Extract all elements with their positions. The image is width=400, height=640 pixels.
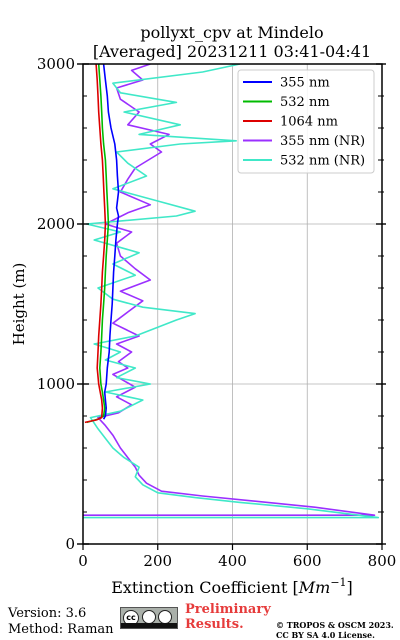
sa-icon — [158, 610, 172, 624]
by-icon — [142, 610, 156, 624]
series-line-532-nm-nr- — [83, 64, 380, 519]
version-text: Version: 3.6 — [8, 606, 87, 621]
legend-label: 532 nm (NR) — [280, 154, 365, 169]
y-tick-label: 3000 — [37, 55, 75, 73]
series-lines — [83, 64, 380, 519]
x-tick-label: 600 — [293, 552, 322, 570]
series-line-355-nm — [102, 64, 120, 420]
y-tick-label: 1000 — [37, 375, 75, 393]
series-line-355-nm-nr- — [83, 64, 376, 517]
legend-box — [237, 69, 375, 174]
method-text: Method: Raman — [8, 622, 114, 637]
x-tick-label: 200 — [143, 552, 172, 570]
chart-subtitle: [Averaged] 20231211 03:41-04:41 — [93, 42, 371, 61]
legend-label: 1064 nm — [280, 115, 338, 130]
x-axis-label: Extinction Coefficient [Mm−1] — [111, 576, 353, 597]
copyright-text: © TROPOS & OSCM 2023. — [276, 620, 394, 630]
license-text: CC BY SA 4.0 License. — [276, 630, 375, 640]
preliminary-label: Preliminary — [185, 602, 271, 617]
cc-license-badge: cc — [120, 607, 178, 629]
chart-title: pollyxt_cpv at Mindelo — [140, 23, 323, 42]
y-tick-label: 0 — [65, 535, 75, 553]
legend-label: 355 nm — [280, 76, 330, 91]
x-tick-label: 0 — [78, 552, 88, 570]
legend-label: 532 nm — [280, 95, 330, 110]
preliminary-label-2: Results. — [185, 617, 244, 632]
axis-ticks: 0 200 400 600 800 0 1000 2000 3000 — [37, 55, 397, 570]
x-tick-label: 800 — [368, 552, 397, 570]
series-line-1064-nm — [84, 64, 107, 424]
legend: 355 nm 532 nm 1064 nm 355 nm (NR) 532 nm (NR… — [237, 69, 375, 174]
series-line-532-nm — [86, 64, 110, 424]
legend-label: 355 nm (NR) — [280, 134, 365, 149]
y-tick-label: 2000 — [37, 215, 75, 233]
y-axis-label: Height (m) — [10, 263, 28, 346]
x-tick-label: 400 — [218, 552, 247, 570]
